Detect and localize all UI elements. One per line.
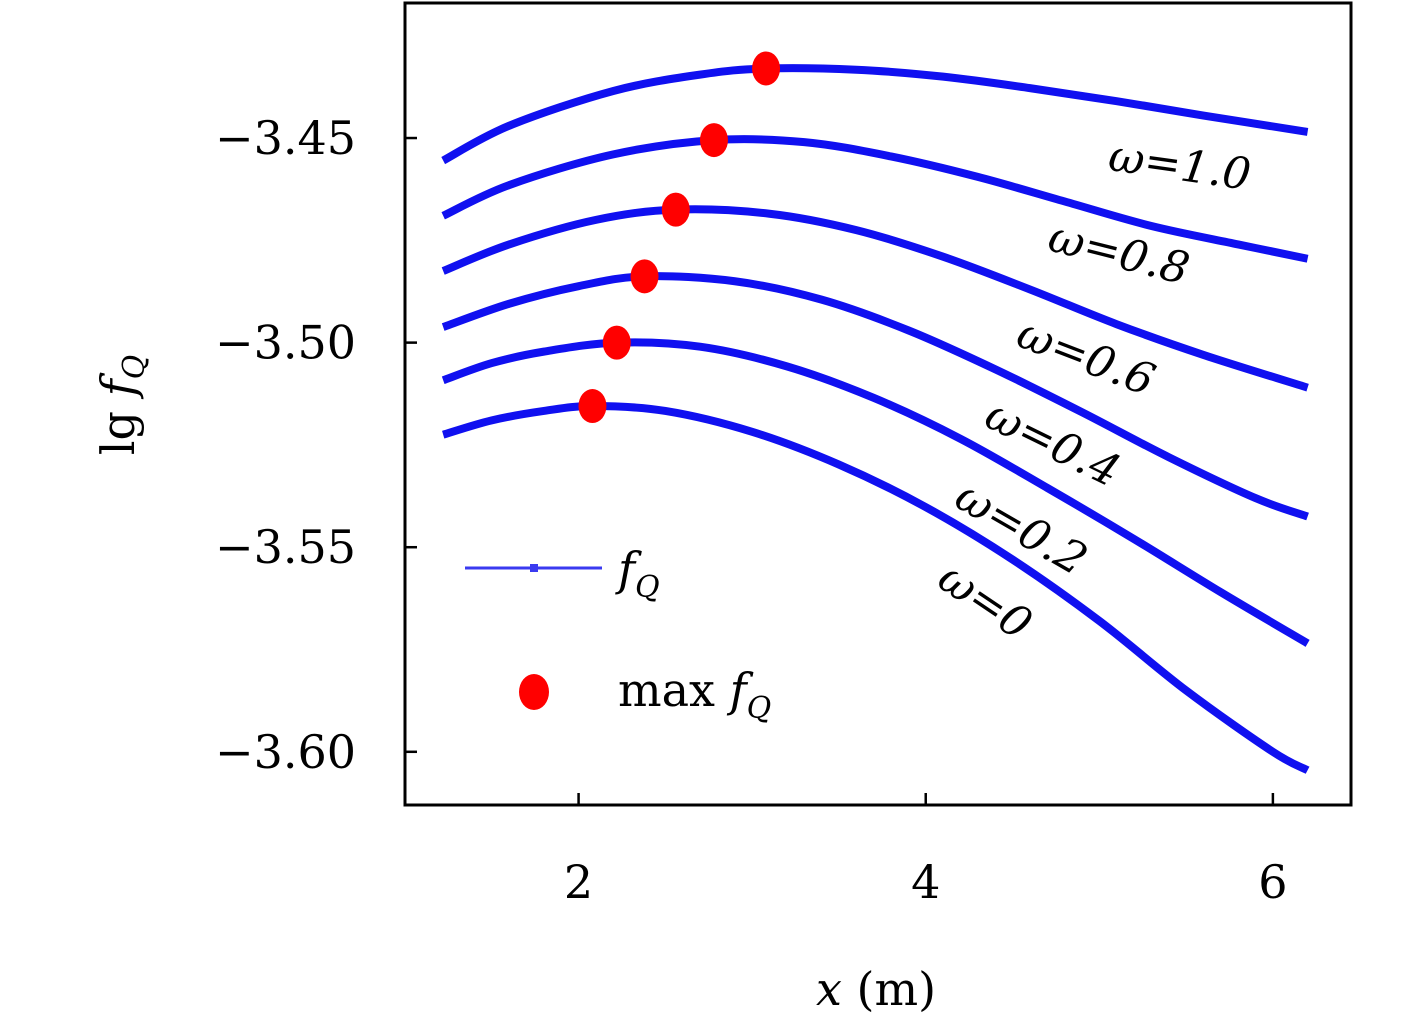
curve-label-5: ω=1.0 (1105, 130, 1253, 200)
curve-4 (441, 135, 1309, 263)
max-point-2 (630, 259, 659, 294)
max-point-5 (752, 51, 781, 86)
curve-5 (441, 64, 1309, 165)
max-markers-group (578, 51, 781, 424)
curves-group (441, 64, 1310, 774)
curve-3 (441, 205, 1309, 392)
curve-0 (442, 402, 1310, 774)
y-tick-label-2: −3.55 (215, 520, 356, 574)
x-axis-label: x (m) (816, 962, 936, 1016)
x-ticks-group: 2 4 6 (564, 793, 1288, 909)
y-tick-label-3: −3.60 (215, 725, 356, 779)
y-axis-label: lg fQ (91, 355, 152, 455)
y-ticks-group: −3.45 −3.50 −3.55 −3.60 (215, 111, 417, 779)
y-tick-label-1: −3.50 (215, 316, 356, 370)
max-point-1 (602, 325, 631, 360)
curve-2 (441, 272, 1309, 521)
plot-frame (403, 1, 1353, 807)
x-tick-label-1: 4 (911, 855, 940, 909)
legend-dot-swatch (519, 674, 549, 710)
y-tick-label-0: −3.45 (215, 111, 356, 165)
legend-label-max-fq: max fQ (618, 663, 771, 726)
legend: fQ max fQ (465, 542, 771, 726)
max-point-0 (578, 389, 607, 424)
curve-label-4: ω=0.8 (1043, 211, 1194, 295)
x-tick-label-2: 6 (1258, 855, 1287, 909)
legend-label-fq: fQ (615, 542, 660, 605)
max-point-4 (699, 123, 728, 158)
legend-line-marker (530, 564, 538, 572)
curve-label-2: ω=0.4 (977, 389, 1128, 497)
curve-1 (441, 338, 1310, 647)
x-tick-label-0: 2 (564, 855, 593, 909)
max-point-3 (661, 192, 690, 227)
